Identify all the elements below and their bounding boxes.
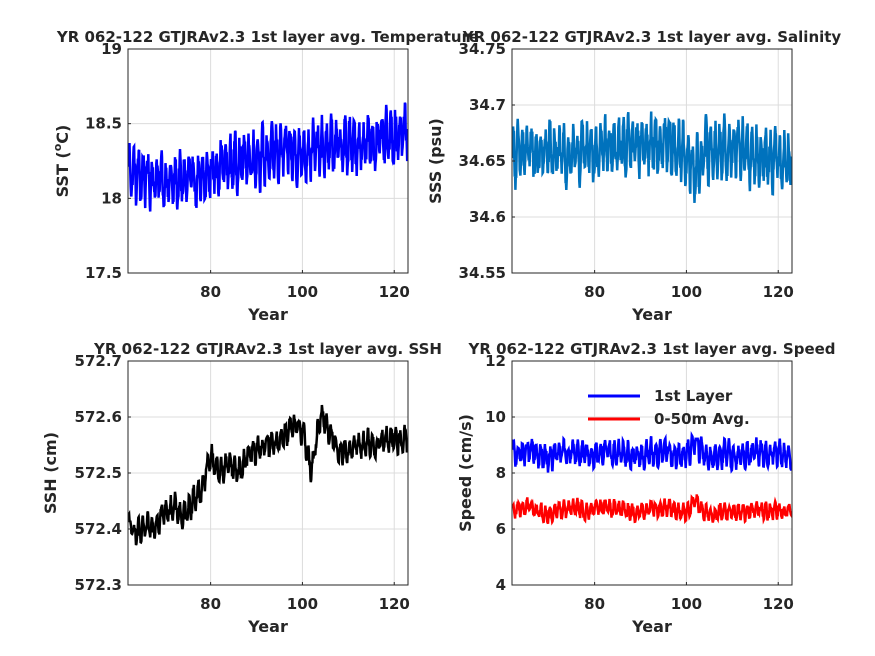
speed-xtick-label: 100 [671, 595, 702, 613]
ssh-ytick-label: 572.4 [75, 520, 122, 538]
sss-ticks: 80 100 120 34.55 34.6 34.65 34.7 34.75 [459, 40, 794, 301]
sss-ylabel: SSS (psu) [426, 118, 445, 204]
speed-title: YR 062-122 GTJRAv2.3 1st layer avg. Spee… [467, 340, 835, 358]
speed-legend: 1st Layer 0-50m Avg. [588, 387, 750, 428]
sst-axes-box [127, 48, 409, 274]
ssh-grid [128, 361, 408, 585]
speed-ytick-label: 8 [496, 464, 506, 482]
sst-ytick-label: 19 [101, 40, 122, 58]
sst-xtick-label: 100 [287, 283, 318, 301]
sss-xtick-label: 120 [763, 283, 794, 301]
ssh-ytick-label: 572.3 [75, 576, 122, 594]
legend-label-1st-layer: 1st Layer [654, 387, 733, 405]
sss-ytick-label: 34.75 [459, 40, 506, 58]
ssh-ytick-label: 572.6 [75, 408, 122, 426]
ssh-series-line [128, 404, 408, 546]
panel-ssh [128, 361, 408, 585]
speed-ylabel: Speed (cm/s) [456, 414, 475, 532]
sss-ytick-label: 34.6 [469, 208, 506, 226]
speed-series-1st-layer-line [512, 431, 792, 474]
sss-ytick-label: 34.7 [469, 96, 506, 114]
sst-ticks: 80 100 120 17.5 18 18.5 19 [85, 40, 410, 301]
ssh-xtick-label: 100 [287, 595, 318, 613]
sss-ytick-label: 34.55 [459, 264, 506, 282]
ssh-xlabel: Year [247, 617, 288, 636]
legend-label-0-50m: 0-50m Avg. [654, 410, 750, 428]
sst-series-line [128, 102, 408, 212]
speed-xtick-label: 80 [584, 595, 605, 613]
sst-xtick-label: 120 [379, 283, 410, 301]
sst-ytick-label: 18.5 [85, 115, 122, 133]
sst-xlabel: Year [247, 305, 288, 324]
speed-ytick-label: 6 [496, 520, 506, 538]
ssh-ytick-label: 572.5 [75, 464, 122, 482]
sss-series-line [512, 111, 792, 203]
ssh-ticks: 80 100 120 572.3 572.4 572.5 572.6 572.7 [75, 352, 410, 613]
sss-xlabel: Year [631, 305, 672, 324]
sss-title: YR 062-122 GTJRAv2.3 1st layer avg. Sali… [462, 28, 842, 46]
speed-grid [512, 361, 792, 585]
ssh-xtick-label: 80 [200, 595, 221, 613]
speed-ytick-label: 12 [485, 352, 506, 370]
speed-ytick-label: 4 [496, 576, 506, 594]
sss-xtick-label: 80 [584, 283, 605, 301]
panel-speed [512, 361, 792, 585]
ssh-title: YR 062-122 GTJRAv2.3 1st layer avg. SSH [93, 340, 442, 358]
sst-ylabel: SST (oC) [51, 125, 72, 198]
speed-ticks: 80 100 120 4 6 8 10 12 [485, 352, 794, 613]
panel-sss [512, 49, 792, 273]
speed-series-0-50m-line [512, 494, 792, 526]
sst-ytick-label: 18 [101, 189, 122, 207]
sss-ytick-label: 34.65 [459, 152, 506, 170]
speed-xlabel: Year [631, 617, 672, 636]
sst-xtick-label: 80 [200, 283, 221, 301]
ssh-ylabel: SSH (cm) [41, 432, 60, 514]
speed-ytick-label: 10 [485, 408, 506, 426]
speed-xtick-label: 120 [763, 595, 794, 613]
panel-sst [128, 49, 408, 273]
ssh-xtick-label: 120 [379, 595, 410, 613]
sst-ytick-label: 17.5 [85, 264, 122, 282]
ssh-ytick-label: 572.7 [75, 352, 122, 370]
sss-xtick-label: 100 [671, 283, 702, 301]
sst-title: YR 062-122 GTJRAv2.3 1st layer avg. Temp… [56, 28, 479, 46]
